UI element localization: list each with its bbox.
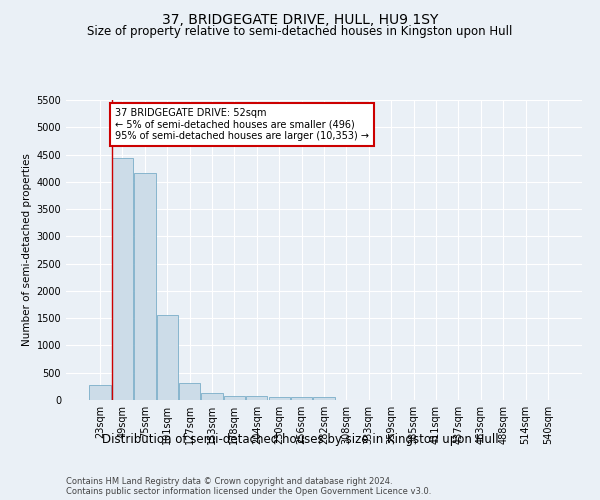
Bar (224, 396, 245, 400)
Text: Contains public sector information licensed under the Open Government Licence v3: Contains public sector information licen… (66, 488, 431, 496)
Bar (157, 315, 178, 400)
Bar (246, 396, 268, 400)
Bar (89, 384, 111, 400)
Bar (134, 173, 155, 400)
Text: Contains HM Land Registry data © Crown copyright and database right 2024.: Contains HM Land Registry data © Crown c… (66, 478, 392, 486)
Text: Size of property relative to semi-detached houses in Kingston upon Hull: Size of property relative to semi-detach… (88, 25, 512, 38)
Text: 37, BRIDGEGATE DRIVE, HULL, HU9 1SY: 37, BRIDGEGATE DRIVE, HULL, HU9 1SY (162, 12, 438, 26)
Y-axis label: Number of semi-detached properties: Number of semi-detached properties (22, 154, 32, 346)
Bar (112, 158, 133, 400)
Text: 37 BRIDGEGATE DRIVE: 52sqm
← 5% of semi-detached houses are smaller (496)
95% of: 37 BRIDGEGATE DRIVE: 52sqm ← 5% of semi-… (115, 108, 369, 142)
Text: Distribution of semi-detached houses by size in Kingston upon Hull: Distribution of semi-detached houses by … (101, 432, 499, 446)
Bar (291, 397, 312, 400)
Bar (202, 394, 223, 400)
Bar (313, 396, 335, 400)
Bar (179, 382, 200, 400)
Bar (269, 396, 290, 400)
